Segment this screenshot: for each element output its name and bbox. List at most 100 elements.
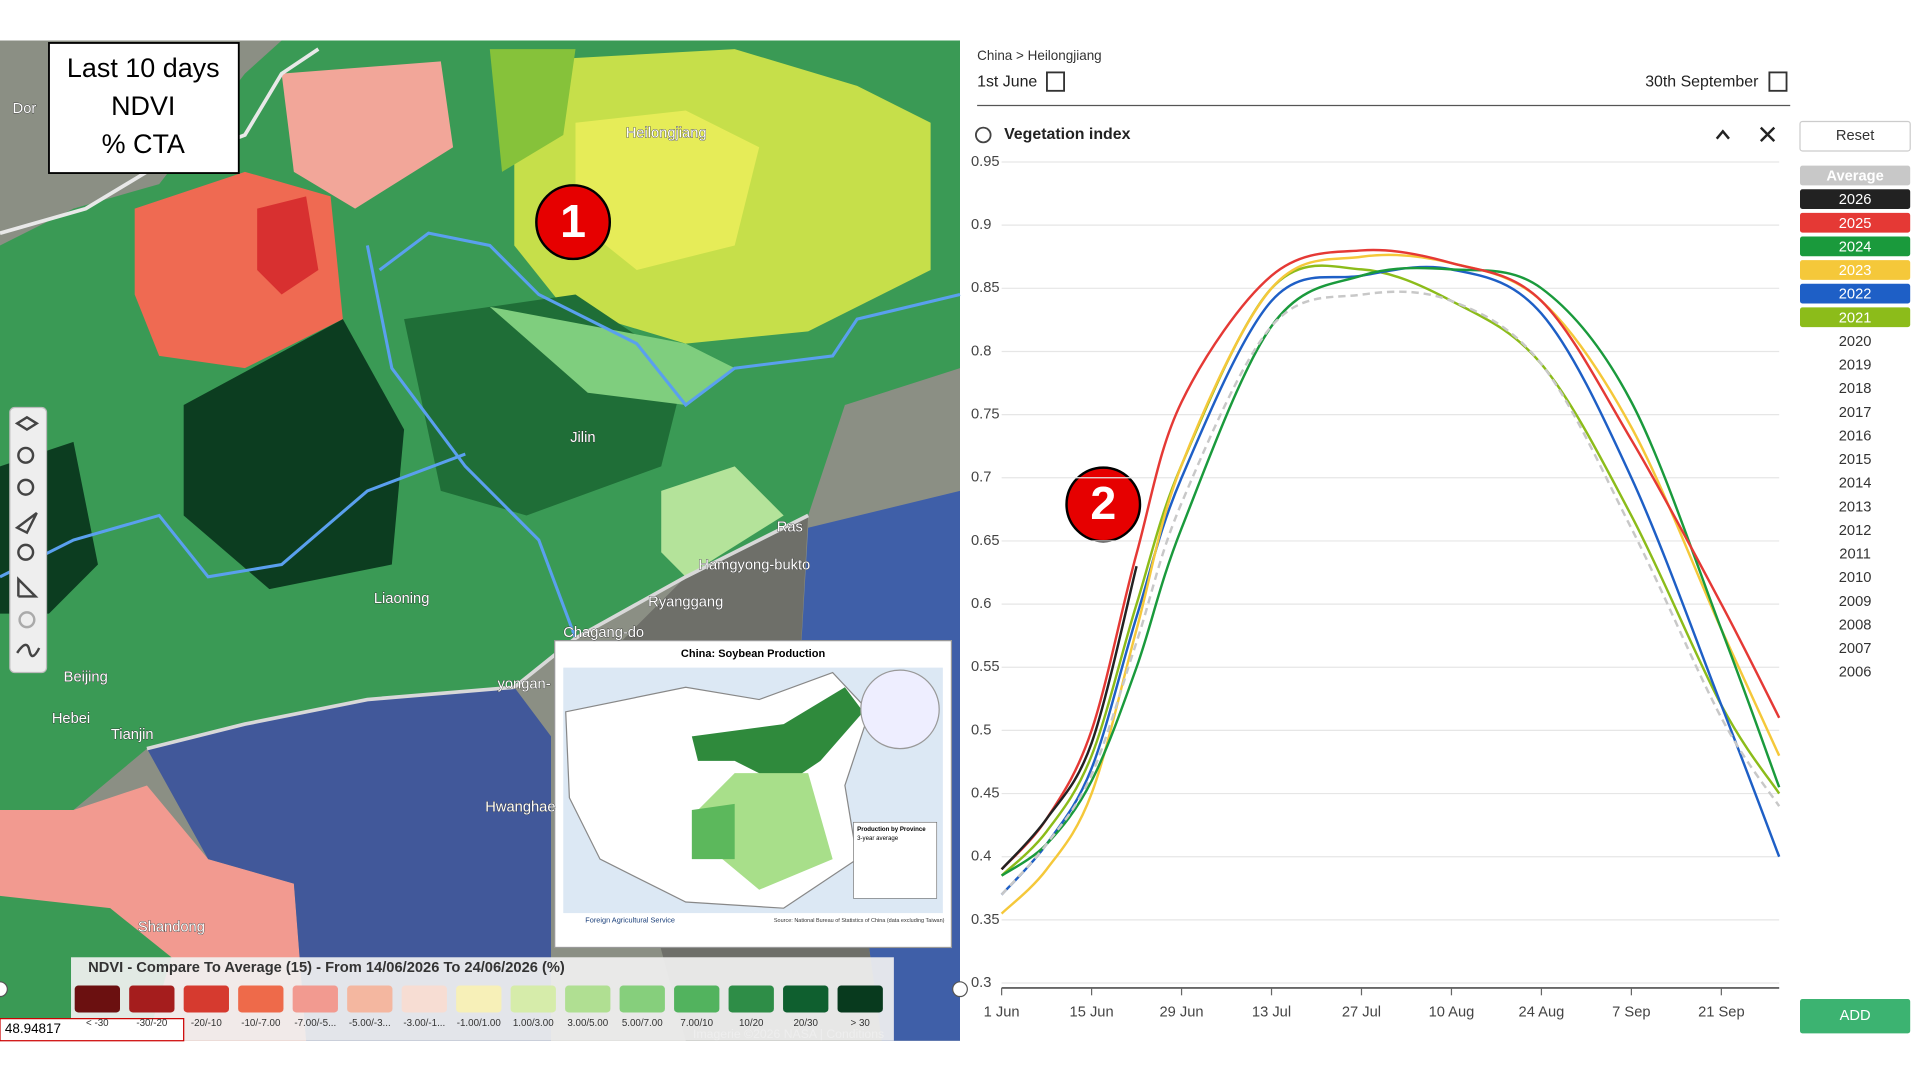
legend-label[interactable]: 2006 — [1839, 665, 1872, 681]
legend-label[interactable]: 2007 — [1839, 641, 1872, 657]
draw-button[interactable] — [16, 643, 41, 658]
inset-legend-title: Production by Province — [857, 826, 926, 833]
collapse-button[interactable] — [1715, 129, 1730, 140]
legend-swatch — [783, 985, 829, 1013]
y-tick-label: 0.8 — [971, 343, 991, 359]
search-button[interactable] — [17, 543, 35, 561]
legend-label[interactable]: 2016 — [1839, 428, 1872, 444]
legend-button[interactable] — [1800, 236, 1911, 257]
legend-swatch — [619, 985, 665, 1013]
y-tick-label: 0.65 — [971, 533, 1000, 549]
legend-label[interactable]: 2008 — [1839, 617, 1872, 633]
inset-globe — [860, 669, 940, 750]
inset-region — [691, 803, 735, 860]
border — [378, 231, 961, 408]
legend-button[interactable] — [1800, 260, 1911, 280]
legend-label[interactable]: 2018 — [1839, 381, 1872, 397]
place-label: Hebei — [52, 711, 90, 727]
legend-label[interactable]: 2019 — [1839, 358, 1872, 374]
marker — [535, 184, 612, 261]
coordinates-box — [0, 1018, 185, 1042]
y-tick-label: 0.7 — [971, 470, 991, 486]
coordinates: 48.94817 — [5, 1021, 61, 1036]
legend-class: 5.00/7.00 — [622, 1018, 663, 1029]
add-button[interactable] — [1800, 999, 1911, 1034]
place-label: Ras — [777, 520, 803, 536]
x-tick-label: 7 Sep — [1612, 1004, 1650, 1020]
region — [183, 319, 405, 590]
legend-label[interactable]: 2021 — [1839, 310, 1872, 326]
x-tick-label: 15 Jun — [1070, 1004, 1114, 1020]
reset-button[interactable] — [1799, 120, 1911, 152]
legend-button[interactable] — [1800, 165, 1911, 186]
info-line: Last 10 days — [67, 53, 220, 83]
legend-label[interactable]: 2011 — [1839, 547, 1871, 563]
legend-label[interactable]: 2022 — [1839, 287, 1872, 303]
map[interactable] — [0, 40, 968, 1042]
y-tick-label: 0.85 — [971, 280, 1000, 296]
close-button[interactable] — [1759, 126, 1776, 143]
place-label: Shandong — [138, 920, 205, 936]
legend-label[interactable]: 2015 — [1839, 452, 1872, 468]
legend-label[interactable]: 2025 — [1839, 216, 1872, 232]
x-tick-label: 1 Jun — [984, 1004, 1020, 1020]
legend-swatch — [456, 985, 502, 1013]
legend-button[interactable] — [1800, 307, 1911, 328]
legend-label[interactable]: 2024 — [1839, 239, 1872, 255]
locate-button[interactable] — [14, 512, 38, 535]
layers-button[interactable] — [14, 415, 40, 431]
legend-label[interactable]: 2012 — [1839, 523, 1872, 539]
legend-button[interactable] — [1800, 212, 1911, 233]
legend-class: -3.00/-1... — [403, 1018, 445, 1029]
series-line — [1000, 248, 1781, 871]
zoom-out-button[interactable] — [17, 478, 35, 496]
legend-label[interactable]: 2017 — [1839, 405, 1872, 421]
legend-label[interactable]: 2023 — [1839, 263, 1872, 279]
inset-source: Source: National Bureau of Statistics of… — [774, 918, 945, 924]
map-next[interactable] — [952, 981, 968, 998]
place-label: Hamgyong-bukto — [698, 558, 810, 574]
legend-label[interactable]: 2014 — [1839, 476, 1872, 492]
map-prev[interactable] — [0, 981, 8, 998]
y-tick-label: 0.9 — [971, 217, 991, 233]
place-label: Chagang-do — [563, 625, 644, 641]
legend-label[interactable]: 2013 — [1839, 499, 1872, 515]
legend-button[interactable] — [1800, 283, 1911, 304]
region — [489, 306, 735, 405]
reset-label[interactable]: Reset — [1836, 128, 1874, 144]
inset-legend — [853, 821, 938, 899]
legend-class: 10/20 — [739, 1018, 764, 1029]
legend-label[interactable]: 2026 — [1839, 192, 1872, 208]
calendar-icon[interactable] — [1046, 71, 1065, 92]
place-label: Hwanghae — [485, 799, 555, 815]
legend-class: -30/-20 — [136, 1018, 168, 1029]
legend-button[interactable] — [1800, 189, 1911, 209]
inset-legend-subtitle: 3-year average — [857, 835, 899, 842]
region — [281, 61, 454, 209]
legend-class: 3.00/5.00 — [567, 1018, 608, 1029]
map-toolbar — [9, 406, 48, 674]
place-label: Liaoning — [374, 591, 430, 607]
legend-label[interactable]: Average — [1826, 169, 1883, 185]
legend-class: -7.00/-5... — [294, 1018, 336, 1029]
marker-label: 2 — [1090, 477, 1116, 529]
legend-label[interactable]: 2009 — [1839, 594, 1872, 610]
region — [489, 49, 576, 172]
end-date: 30th September — [1645, 73, 1759, 90]
legend-class: -10/-7.00 — [241, 1018, 281, 1029]
legend-class: 7.00/10 — [680, 1018, 713, 1029]
calendar-icon[interactable] — [1768, 71, 1788, 92]
add-label[interactable]: ADD — [1840, 1008, 1871, 1024]
y-tick-label: 0.6 — [971, 596, 991, 612]
attribution: Imagerie ©2026 NASA | Conditions — [693, 1027, 884, 1041]
start-date: 1st June — [977, 73, 1037, 90]
target-button[interactable] — [18, 611, 36, 629]
legend-label[interactable]: 2010 — [1839, 570, 1872, 586]
inset-agency: Foreign Agricultural Service — [585, 915, 675, 924]
series-line — [1000, 265, 1781, 896]
legend-label[interactable]: 2020 — [1839, 334, 1872, 350]
zoom-in-button[interactable] — [17, 446, 35, 464]
legend-class: > 30 — [851, 1018, 871, 1029]
measure-button[interactable] — [17, 576, 39, 598]
